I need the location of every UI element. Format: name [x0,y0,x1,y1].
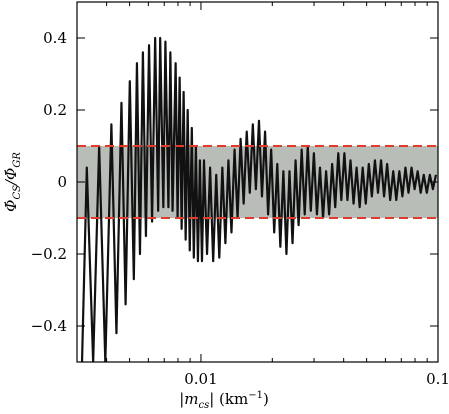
label-part: Φ̇ [2,200,20,212]
label-part: |m [179,390,198,408]
label-part: GR [12,152,23,168]
y-tick-label: −0.2 [31,245,67,263]
label-part: −1 [248,390,263,401]
label-part: /Φ̇ [2,168,20,187]
y-tick-label: 0.4 [43,29,67,47]
x-axis-label: |mcs| (km−1) [179,390,269,411]
x-tick-label: 0.01 [184,370,217,388]
label-part: cs [198,400,209,411]
data-line [80,36,438,362]
label-part: CS [12,185,23,200]
label-part: | (km [209,390,248,408]
y-axis-label: Φ̇CS/Φ̇GR [2,152,23,212]
x-tick-label: 0.1 [426,370,449,388]
y-tick-label: −0.4 [31,317,67,335]
y-tick-label: 0.2 [43,101,67,119]
plot-area [77,36,438,362]
y-tick-label: 0 [57,173,67,191]
label-part: ) [263,390,269,408]
